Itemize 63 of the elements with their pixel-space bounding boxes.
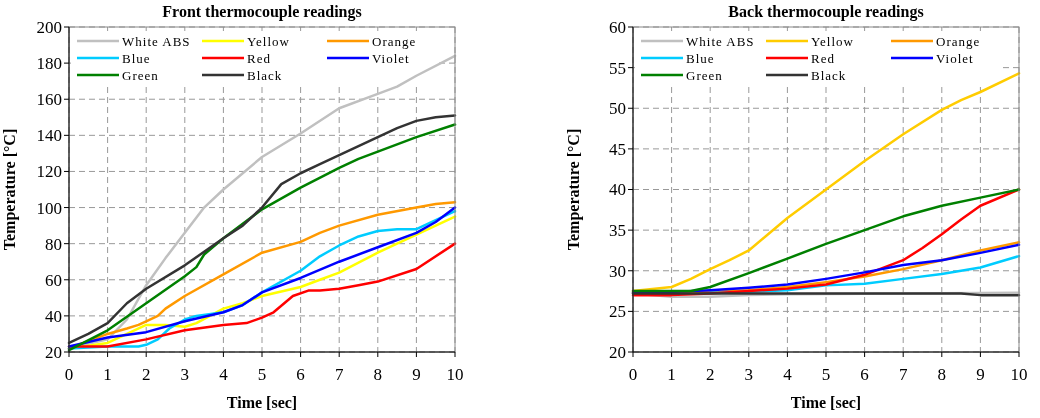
- legend-label: White ABS: [122, 33, 191, 49]
- legend-label: Blue: [686, 50, 715, 66]
- y-tick-label: 100: [36, 198, 62, 218]
- y-axis-title: Temperature [°C]: [1, 128, 19, 251]
- x-tick-label: 5: [821, 365, 831, 384]
- legend-label: Black: [811, 67, 847, 83]
- x-tick-label: 10: [1010, 365, 1028, 384]
- x-tick-label: 4: [219, 365, 229, 384]
- y-tick-label: 45: [609, 139, 626, 159]
- y-tick-label: 180: [36, 54, 62, 74]
- x-tick-label: 10: [446, 365, 464, 384]
- x-tick-label: 3: [744, 365, 754, 384]
- x-tick-label: 7: [898, 365, 908, 384]
- x-tick-label: 0: [628, 365, 638, 384]
- y-tick-label: 20: [45, 342, 62, 362]
- x-tick-label: 6: [860, 365, 869, 384]
- legend-label: Blue: [122, 50, 151, 66]
- x-tick-label: 3: [180, 365, 190, 384]
- legend-label: Yellow: [811, 33, 854, 49]
- legend-label: White ABS: [686, 33, 755, 49]
- x-tick-label: 1: [103, 365, 112, 384]
- y-tick-label: 50: [609, 99, 626, 119]
- legend-label: Black: [247, 67, 283, 83]
- y-tick-label: 25: [609, 302, 626, 322]
- legend-label: Green: [686, 67, 723, 83]
- y-tick-label: 140: [36, 126, 62, 146]
- y-axis-title: Temperature [°C]: [565, 128, 583, 251]
- x-tick-label: 8: [937, 365, 947, 384]
- x-tick-label: 7: [334, 365, 344, 384]
- x-tick-label: 6: [296, 365, 305, 384]
- y-tick-label: 40: [609, 180, 626, 200]
- x-tick-label: 2: [141, 365, 151, 384]
- x-axis-title: Time [sec]: [790, 394, 862, 411]
- chart-title: Front thermocouple readings: [162, 3, 362, 21]
- y-tick-label: 160: [36, 90, 62, 110]
- y-tick-label: 55: [609, 58, 626, 78]
- y-tick-label: 30: [609, 261, 626, 281]
- legend-label: Orange: [372, 33, 417, 49]
- legend-label: Red: [247, 50, 271, 66]
- x-axis-title: Time [sec]: [226, 394, 298, 411]
- x-tick-label: 8: [373, 365, 383, 384]
- chart-title: Back thermocouple readings: [728, 3, 924, 21]
- y-tick-label: 20: [609, 342, 626, 362]
- y-tick-label: 35: [609, 221, 626, 241]
- y-tick-label: 120: [36, 162, 62, 182]
- y-tick-label: 200: [36, 17, 62, 37]
- x-tick-label: 0: [64, 365, 74, 384]
- x-tick-label: 4: [783, 365, 793, 384]
- legend-label: Red: [811, 50, 835, 66]
- y-tick-label: 60: [45, 270, 62, 290]
- x-tick-label: 9: [976, 365, 985, 384]
- x-tick-label: 1: [667, 365, 676, 384]
- x-tick-label: 9: [412, 365, 421, 384]
- legend-label: Yellow: [247, 33, 290, 49]
- legend-label: Violet: [372, 50, 410, 66]
- y-tick-label: 60: [609, 17, 626, 37]
- legend-label: Green: [122, 67, 159, 83]
- y-tick-label: 40: [45, 306, 62, 326]
- legend-label: Violet: [936, 50, 974, 66]
- x-tick-label: 5: [257, 365, 267, 384]
- x-tick-label: 2: [705, 365, 715, 384]
- y-tick-label: 80: [45, 234, 62, 254]
- legend-label: Orange: [936, 33, 981, 49]
